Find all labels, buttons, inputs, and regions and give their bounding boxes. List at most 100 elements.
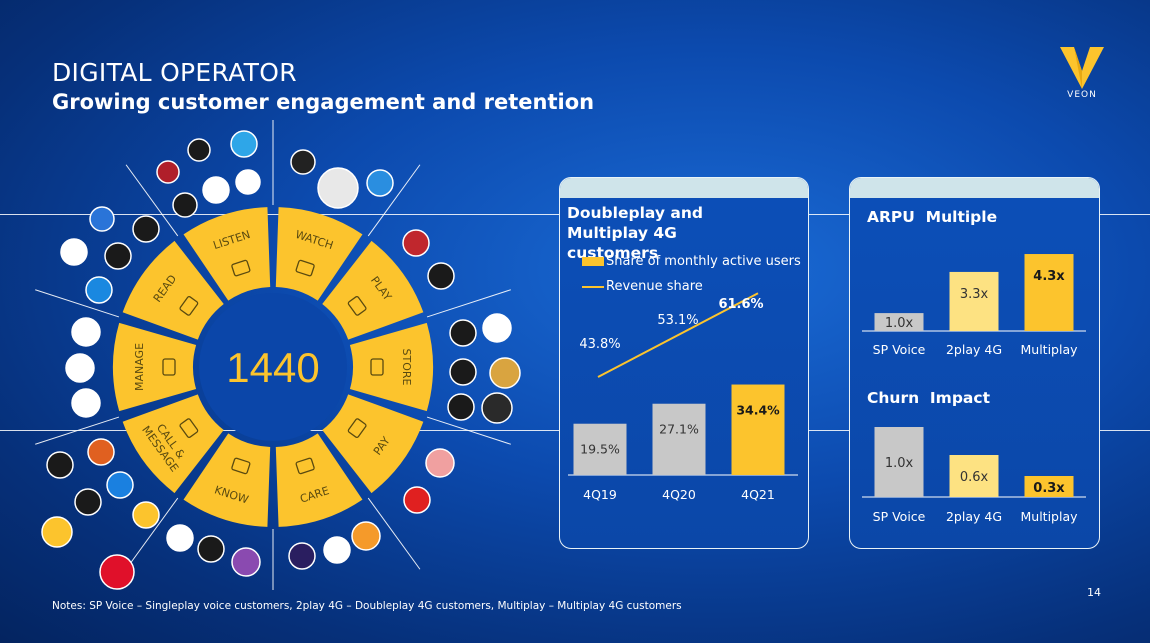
app-icon: [46, 451, 74, 479]
arpu-bar-label: 4.3x: [1033, 269, 1065, 284]
wheel-rays: [35, 120, 511, 590]
arpu-churn-chart: 1.0x SP Voice 3.3x 2play 4G 4.3x Multiplay 1.0…: [862, 254, 1086, 524]
arpu-bar: [1024, 254, 1074, 331]
wheel-segment: [113, 322, 197, 412]
panel-tab: [560, 178, 808, 198]
app-icon: [41, 516, 73, 548]
legend-bar-item: Share of monthly active users: [582, 254, 801, 269]
churn-category-label: Multiplay: [1020, 509, 1078, 524]
churn-bar: [874, 427, 924, 497]
app-icon: [288, 542, 316, 570]
app-icon: [74, 488, 102, 516]
segment-icon: [295, 259, 315, 277]
segment-icon: [179, 418, 199, 438]
wheel-ray: [367, 164, 421, 237]
arpu-bar: [874, 313, 924, 331]
app-icon: [65, 353, 95, 383]
churn-category-label: SP Voice: [873, 509, 926, 524]
app-icon: [366, 169, 394, 197]
app-icon: [323, 536, 351, 564]
segment-icon: [179, 296, 199, 316]
arpu-category-label: 2play 4G: [946, 342, 1002, 357]
app-icons: [41, 130, 521, 590]
app-icon: [156, 160, 180, 184]
churn-bar-label: 0.6x: [960, 470, 989, 485]
arpu-category-label: SP Voice: [873, 342, 926, 357]
arpu-bar-label: 1.0x: [885, 316, 914, 331]
customers-category-label: 4Q20: [662, 487, 696, 502]
page-title: DIGITAL OPERATOR: [52, 58, 297, 87]
churn-bar: [1024, 476, 1074, 497]
logo-text: VEON: [1067, 90, 1097, 100]
app-icon: [166, 524, 194, 552]
segment-icon: [370, 358, 384, 376]
wheel-ray: [426, 416, 511, 445]
panel-tab: [850, 178, 1099, 198]
segment-icon: [231, 259, 251, 277]
app-icon: [197, 535, 225, 563]
customers-category-label: 4Q19: [583, 487, 617, 502]
arpu-churn-panel: ARPU Multiple Churn Impact 1.0x SP Voice 3…: [849, 177, 1100, 549]
wheel-center-value: 1440: [226, 344, 319, 391]
legend-line-item: Revenue share: [582, 279, 703, 294]
arpu-bar-label: 3.3x: [960, 287, 989, 302]
app-icon: [235, 169, 261, 195]
app-icon: [231, 547, 261, 577]
app-icon: [447, 393, 475, 421]
wheel-ray: [125, 164, 179, 237]
wheel-segment: [275, 433, 363, 527]
churn-category-label: 2play 4G: [946, 509, 1002, 524]
wheel-segment-label: MANAGE: [133, 343, 146, 391]
wheel-segment-label: STORE: [400, 349, 413, 386]
app-icon: [132, 501, 160, 529]
wheel-ray: [35, 416, 120, 445]
wheel-center: [199, 293, 347, 441]
app-icon: [230, 130, 258, 158]
segment-icon: [295, 457, 315, 475]
wheel-ray: [125, 497, 179, 570]
customers-panel: Doubleplay and Multiplay 4G customers Sh…: [559, 177, 809, 549]
segment-icon: [347, 418, 367, 438]
page-number: 14: [1087, 586, 1101, 599]
app-icon: [290, 149, 316, 175]
revenue-share-label: 43.8%: [579, 337, 620, 352]
segment-icon: [231, 457, 251, 475]
app-icon: [317, 167, 359, 209]
arpu-chart-title: ARPU Multiple: [867, 208, 998, 226]
footnote: Notes: SP Voice – Singleplay voice custo…: [52, 600, 682, 612]
legend-line-swatch: [582, 285, 604, 288]
segment-icon: [162, 358, 176, 376]
app-icon: [71, 317, 101, 347]
app-icon: [99, 554, 135, 590]
app-icon: [482, 313, 512, 343]
customers-bar: [573, 423, 627, 475]
app-icon: [202, 176, 230, 204]
customers-bar-label: 27.1%: [659, 422, 699, 437]
app-icon: [351, 521, 381, 551]
wheel-ray: [35, 289, 120, 318]
wheel-segment: [183, 207, 271, 301]
churn-bar: [949, 455, 999, 497]
wheel-segment: [322, 240, 424, 340]
app-icon: [104, 242, 132, 270]
app-icon: [449, 358, 477, 386]
revenue-share-label: 53.1%: [657, 313, 698, 328]
app-icon: [60, 238, 88, 266]
wheel-ray: [367, 497, 421, 570]
app-icon: [106, 471, 134, 499]
app-icon: [89, 206, 115, 232]
veon-logo-icon: [1060, 47, 1104, 89]
arpu-category-label: Multiplay: [1020, 342, 1078, 357]
app-icon: [87, 438, 115, 466]
revenue-share-line: [597, 292, 759, 378]
app-icon: [85, 276, 113, 304]
app-icon: [71, 388, 101, 418]
revenue-share-label: 61.6%: [718, 297, 763, 312]
wheel-segment: [122, 394, 224, 494]
customers-bar-label: 34.4%: [736, 403, 780, 418]
app-icon: [425, 448, 455, 478]
page-subtitle: Growing customer engagement and retentio…: [52, 90, 595, 114]
app-icon: [132, 215, 160, 243]
